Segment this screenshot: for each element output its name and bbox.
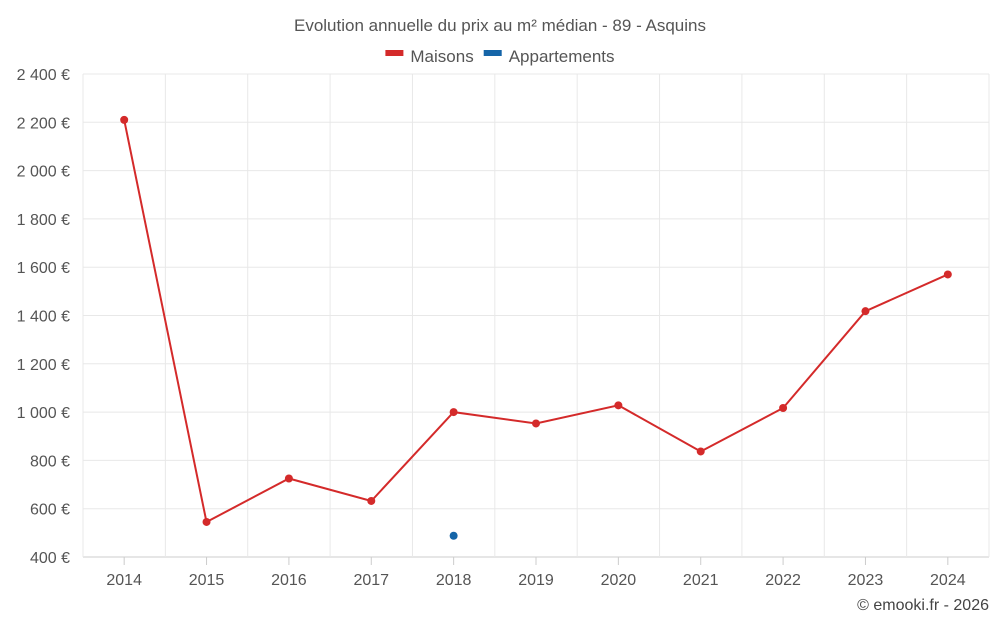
x-tick-label: 2018 xyxy=(436,572,472,589)
y-axis: 400 € 600 € 800 € 1 000 € 1 200 € 1 400 € 1 60… xyxy=(17,67,70,567)
data-point[interactable] xyxy=(779,403,788,412)
data-point[interactable] xyxy=(614,401,623,410)
legend: Maisons Appartements xyxy=(385,47,615,66)
x-tick-label: 2022 xyxy=(765,572,801,589)
series-appartements xyxy=(449,531,458,540)
y-tick-label: 600 € xyxy=(30,502,70,519)
data-point[interactable] xyxy=(120,115,129,124)
x-tick-label: 2017 xyxy=(353,572,389,589)
legend-swatch xyxy=(483,50,502,56)
x-tick-label: 2020 xyxy=(601,572,637,589)
chart-title: Evolution annuelle du prix au m² médian … xyxy=(294,16,706,35)
data-point[interactable] xyxy=(532,419,540,428)
legend-label: Appartements xyxy=(509,47,615,66)
x-tick-label: 2016 xyxy=(271,572,307,589)
y-tick-label: 1 800 € xyxy=(17,212,70,229)
data-point[interactable] xyxy=(861,307,870,316)
y-tick-label: 1 400 € xyxy=(17,309,70,326)
y-tick-label: 1 200 € xyxy=(17,357,70,374)
x-tick-label: 2019 xyxy=(518,572,554,589)
y-tick-label: 400 € xyxy=(30,550,70,567)
y-tick-label: 1 000 € xyxy=(17,405,70,422)
series xyxy=(120,115,952,540)
data-point[interactable] xyxy=(449,531,458,540)
data-point[interactable] xyxy=(202,517,211,526)
y-tick-label: 2 400 € xyxy=(17,67,70,84)
x-tick-label: 2021 xyxy=(683,572,719,589)
x-tick-label: 2023 xyxy=(848,572,884,589)
legend-label: Maisons xyxy=(410,47,473,66)
x-tick-label: 2024 xyxy=(930,572,966,589)
x-tick-label: 2015 xyxy=(189,572,225,589)
legend-swatch xyxy=(385,50,404,56)
y-tick-label: 2 200 € xyxy=(17,115,70,132)
x-axis: 2014 2015 2016 2017 2018 2019 2020 2021 2022 2023… xyxy=(106,557,966,589)
series-maisons xyxy=(120,115,952,526)
data-point[interactable] xyxy=(449,408,458,417)
grid xyxy=(82,73,990,558)
data-point[interactable] xyxy=(696,447,705,456)
credit-text: © emooki.fr - 2026 xyxy=(857,597,989,614)
x-tick-label: 2014 xyxy=(106,572,142,589)
legend-item-appartements[interactable]: Appartements xyxy=(483,47,615,66)
y-tick-label: 800 € xyxy=(30,453,70,470)
legend-item-maisons[interactable]: Maisons xyxy=(385,47,474,66)
y-tick-label: 1 600 € xyxy=(17,260,70,277)
data-point[interactable] xyxy=(367,496,376,505)
data-point[interactable] xyxy=(284,474,293,483)
y-tick-label: 2 000 € xyxy=(17,164,70,181)
data-point[interactable] xyxy=(943,270,952,279)
